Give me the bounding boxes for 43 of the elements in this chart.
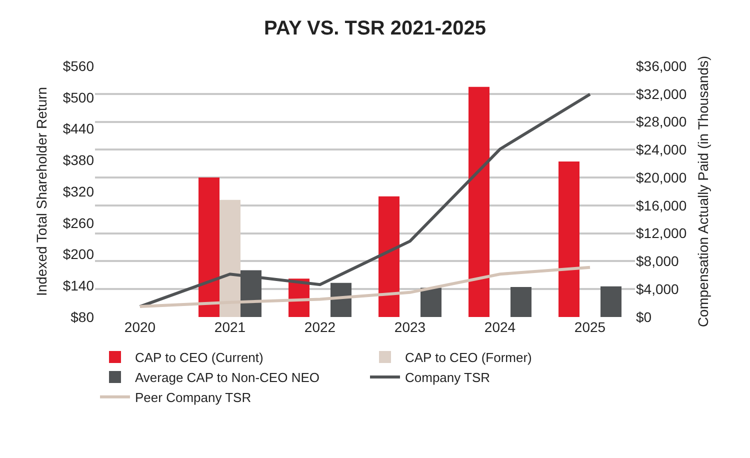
- y2-tick-label: $32,000: [636, 86, 687, 102]
- y-tick-label: $560: [62, 58, 94, 74]
- y2-tick-label: $24,000: [636, 142, 687, 158]
- y2-tick-label: $8,000: [636, 253, 680, 270]
- x-tick-label: 2023: [394, 319, 426, 335]
- bar: [510, 287, 532, 317]
- legend-label: Peer Company TSR: [135, 390, 252, 405]
- legend-label: Company TSR: [405, 370, 490, 386]
- y-tick-label: $320: [62, 183, 94, 200]
- legend-label: CAP to CEO (Current): [135, 350, 264, 366]
- y2-tick-label: $12,000: [636, 225, 687, 242]
- y2-tick-label: $28,000: [636, 114, 687, 130]
- y2-tick-label: $36,000: [636, 58, 687, 74]
- x-tick-label: 2024: [484, 319, 516, 335]
- y-tick-label: $380: [62, 152, 94, 168]
- y-tick-label: $440: [62, 120, 94, 137]
- bar: [600, 286, 622, 317]
- y2-tick-label: $20,000: [636, 169, 687, 186]
- x-tick-label: 2020: [124, 319, 156, 335]
- bar: [220, 200, 240, 317]
- x-tick-label: 2021: [214, 319, 246, 335]
- x-tick-label: 2025: [574, 319, 606, 335]
- legend-label: Average CAP to Non-CEO NEO: [135, 370, 320, 386]
- bar: [378, 196, 400, 317]
- bar: [198, 178, 220, 317]
- x-tick-label: 2022: [304, 319, 336, 335]
- y2-axis-title: Compensation Actually Paid (in Thousands): [695, 56, 712, 328]
- bar: [558, 162, 580, 317]
- line-series: [138, 266, 592, 308]
- y2-tick-label: $4,000: [636, 281, 680, 298]
- y2-tick-label: $16,000: [636, 197, 687, 214]
- legend-label: CAP to CEO (Former): [405, 350, 532, 366]
- y-tick-label: $80: [70, 308, 94, 325]
- y-tick-label: $200: [62, 246, 94, 262]
- bar: [420, 288, 442, 317]
- bar: [468, 86, 490, 317]
- y-tick-label: $140: [62, 278, 94, 294]
- y2-tick-label: $0: [636, 308, 652, 325]
- bar: [330, 282, 352, 317]
- y-tick-label: $260: [62, 214, 94, 231]
- chart-title: PAY VS. TSR 2021-2025: [264, 18, 486, 40]
- y-axis-title: Indexed Total Shareholder Return: [33, 86, 50, 296]
- y-tick-label: $500: [62, 89, 94, 106]
